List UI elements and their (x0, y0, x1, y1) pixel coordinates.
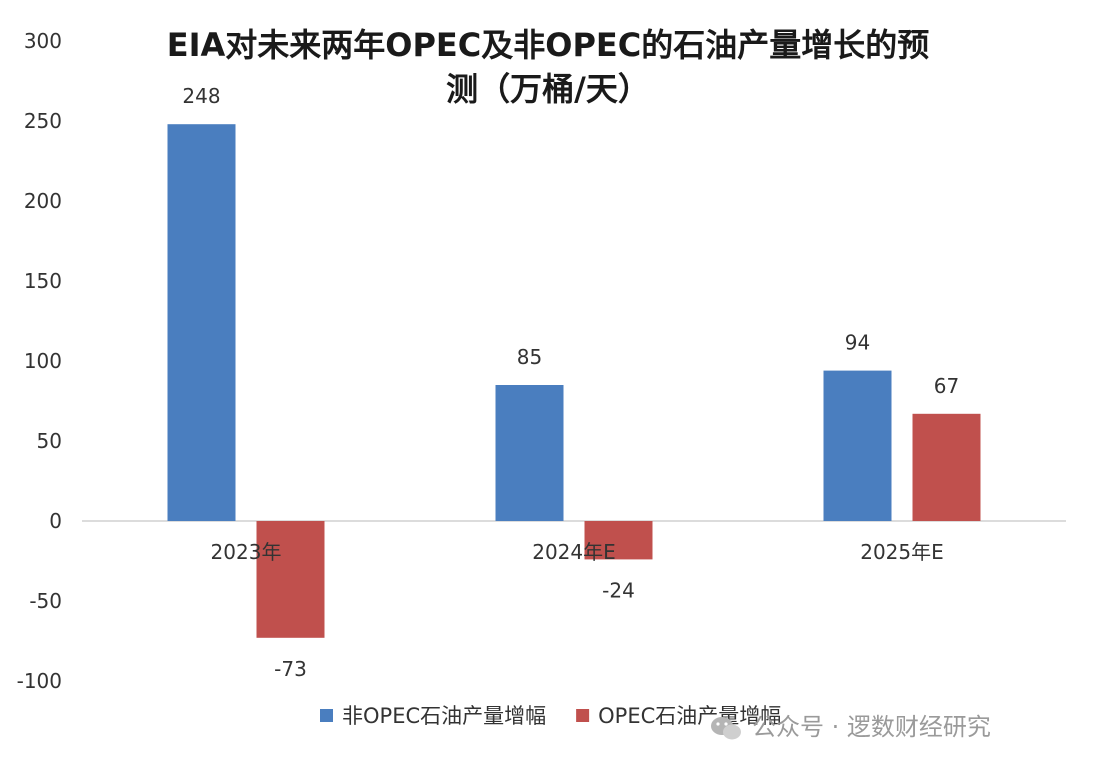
chart-title-line1: EIA对未来两年OPEC及非OPEC的石油产量增长的预 (167, 26, 930, 64)
bar-non-opec (495, 385, 564, 521)
data-label: 67 (934, 374, 959, 398)
wechat-icon (711, 717, 741, 740)
legend-label: OPEC石油产量增幅 (598, 704, 781, 728)
bar-opec (256, 521, 325, 638)
watermark: 公众号 · 逻数财经研究 (711, 713, 991, 741)
y-tick-label: 50 (37, 429, 62, 453)
y-tick-label: 100 (24, 349, 62, 373)
chart-title-line2: 测（万桶/天） (446, 70, 650, 108)
watermark-text: 公众号 · 逻数财经研究 (752, 713, 991, 741)
bar-opec (912, 413, 981, 521)
y-tick-label: 200 (24, 189, 62, 213)
legend-swatch (576, 709, 590, 722)
legend-swatch (320, 709, 333, 722)
data-label: -24 (602, 578, 635, 602)
y-tick-label: 0 (49, 509, 62, 533)
bars-group (167, 124, 981, 638)
y-tick-label: 250 (24, 109, 62, 133)
bar-non-opec (823, 370, 892, 521)
bar-opec (584, 521, 653, 560)
data-label: 94 (845, 331, 870, 355)
y-axis-ticks: 300 250 200 150 100 50 0 -50 -100 (17, 29, 62, 693)
y-tick-label: 300 (24, 29, 62, 53)
data-labels-group: 248 85 94 -73 -24 67 (182, 84, 959, 681)
y-tick-label: -100 (17, 669, 62, 693)
data-label: 85 (517, 345, 542, 369)
data-label: -73 (274, 657, 307, 681)
bar-non-opec (167, 124, 236, 521)
x-tick-label: 2024年E (532, 540, 616, 564)
y-tick-label: -50 (29, 589, 62, 613)
legend-label: 非OPEC石油产量增幅 (342, 704, 546, 728)
x-tick-label: 2023年 (211, 540, 282, 564)
category-labels-group: 2023年 2024年E 2025年E (211, 540, 944, 564)
legend: 非OPEC石油产量增幅 OPEC石油产量增幅 (320, 704, 781, 728)
x-tick-label: 2025年E (860, 540, 944, 564)
data-label: 248 (182, 84, 220, 108)
y-tick-label: 150 (24, 269, 62, 293)
